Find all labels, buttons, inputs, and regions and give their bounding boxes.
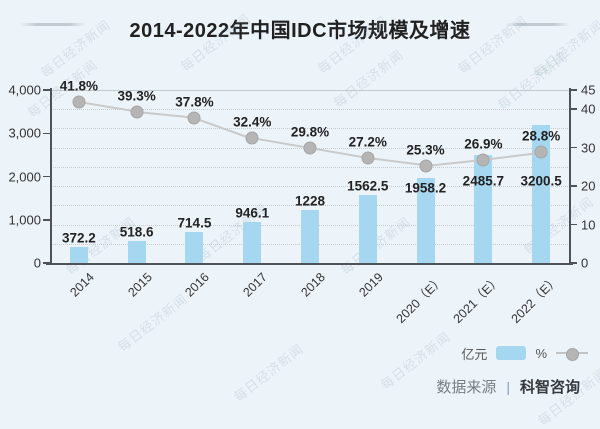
gridline-15 [50,205,570,207]
bar-2022（E） [532,124,551,263]
x-axis-label-2021（E）: 2021（E） [450,272,505,326]
growth-label-2016: 37.8% [175,94,214,110]
growth-label-2015: 39.3% [117,88,156,104]
chart-title-row: 2014-2022年中国IDC市场规模及增速 [0,10,600,46]
growth-line-segment-1 [136,110,195,119]
right-axis-label-20: 20 [581,178,596,194]
growth-line-segment-5 [367,157,426,167]
x-axis-label-2016: 2016 [182,270,213,300]
right-tick-10 [570,223,577,226]
watermark-7: 每日经济新闻 [494,49,571,113]
title-right-dash [504,23,570,26]
right-axis-label-40: 40 [581,101,596,117]
legend-line-sample [556,347,588,361]
x-axis-line [46,263,573,265]
bar-value-label-2014: 372.2 [61,230,96,246]
right-axis-label-0: 0 [581,255,589,271]
idc-market-combo-chart: 4,000 3,000 2,000 1,000 0 45 40 30 20 10 0 372.2 518… [8,11,600,429]
bar-2021（E） [474,155,493,263]
growth-label-2022（E）: 28.8% [521,128,561,144]
left-axis-label-0: 0 [33,255,41,271]
growth-marker-2019 [361,151,375,165]
data-source-name: 科智咨询 [519,379,580,396]
legend-line-marker-icon [566,347,579,361]
right-axis-line [569,88,571,264]
bar-value-label-2018: 1228 [294,193,326,209]
bar-2017 [243,222,262,263]
data-source: 数据来源 | 科智咨询 [436,376,580,397]
bar-value-label-2019: 1562.5 [347,178,389,194]
left-tick-2000 [43,175,50,178]
x-axis-label-2022（E）: 2022（E） [508,272,562,326]
watermark-3: 每日经济新闻 [454,13,531,77]
bar-value-label-2021（E）: 2485.7 [462,173,504,189]
growth-marker-2015 [130,105,144,119]
watermark-1: 每日经济新闻 [177,11,254,75]
left-axis-label-3000: 3,000 [8,125,41,141]
bar-2019 [358,195,377,263]
x-axis-label-2015: 2015 [124,270,155,300]
bar-2014 [69,246,88,263]
right-tick-40 [570,108,577,110]
left-axis-line [50,88,52,264]
left-tick-0 [43,262,50,264]
bar-2016 [185,232,204,263]
gridline-25 [50,166,570,168]
right-tick-30 [570,146,577,149]
growth-label-2018: 29.8% [290,124,330,140]
left-tick-3000 [43,132,50,134]
right-axis-label-30: 30 [581,140,596,156]
legend-bar-label: 亿元 [461,346,488,362]
left-tick-4000 [43,89,50,91]
page-title: 2014-2022年中国IDC市场规模及增速 [129,20,471,42]
growth-marker-2018 [303,141,317,155]
gridline-45 [50,90,570,91]
growth-label-2019: 27.2% [348,134,387,150]
bar-value-label-2015: 518.6 [119,224,154,240]
x-axis-label-2020（E）: 2020（E） [393,272,447,326]
gridline-20 [50,186,570,188]
left-axis-label-4000: 4,000 [8,82,41,98]
bar-2018 [301,209,319,263]
watermark-13: 每日经济新闻 [230,341,307,405]
data-source-separator: | [506,378,510,395]
x-axis-label-2019: 2019 [356,270,386,300]
growth-label-2014: 41.8% [59,78,99,94]
bar-value-label-2022（E）: 3200.5 [520,173,562,189]
left-axis-label-1000: 1,000 [8,212,41,228]
watermark-12: 每日经济新闻 [114,291,191,355]
x-axis-label-2018: 2018 [298,270,328,300]
data-source-label: 数据来源 [436,379,497,396]
growth-marker-2017 [245,131,259,145]
growth-label-2021（E）: 26.9% [464,136,503,152]
gridline-40 [50,109,570,111]
right-tick-20 [570,185,577,187]
bar-2015 [127,240,146,263]
bar-value-label-2016: 714.5 [177,215,212,231]
title-left-dash [20,23,86,26]
bar-2020（E） [416,178,435,263]
growth-label-2020（E）: 25.3% [406,142,445,158]
growth-marker-2020（E） [419,159,433,173]
growth-marker-2014 [72,95,86,109]
right-tick-0 [570,262,577,264]
left-tick-1000 [43,219,50,221]
gridline-35 [50,128,570,130]
right-axis-label-45: 45 [581,82,596,98]
legend-bar-swatch [496,346,527,360]
legend-line-label: % [535,345,547,361]
growth-marker-2016 [187,111,201,125]
right-tick-45 [570,89,577,91]
chart-legend: 亿元 % [461,345,588,362]
right-axis-label-10: 10 [581,217,596,233]
left-axis-label-2000: 2,000 [8,169,41,184]
bar-value-label-2017: 946.1 [235,205,270,221]
growth-marker-2021（E） [476,153,490,167]
growth-marker-2022（E） [534,145,548,159]
growth-label-2017: 32.4% [233,114,272,130]
bar-value-label-2020（E）: 1958.2 [404,180,447,196]
x-axis-label-2017: 2017 [240,270,271,300]
